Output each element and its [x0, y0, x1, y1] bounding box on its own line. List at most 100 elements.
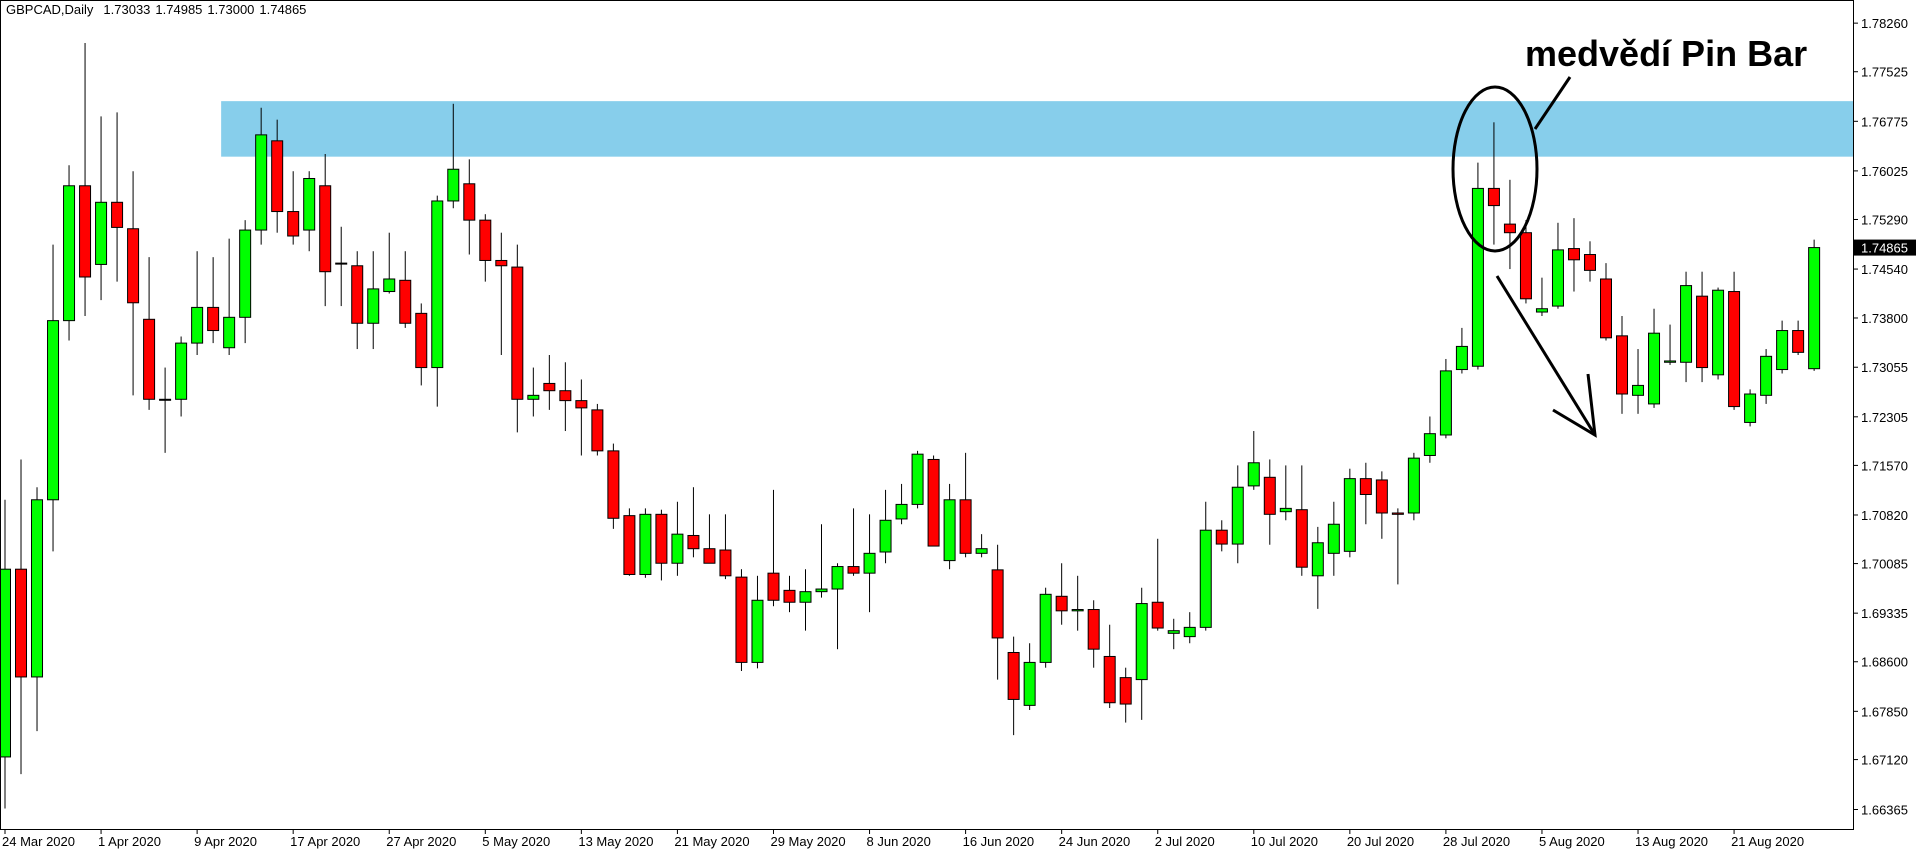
candle-body	[879, 519, 892, 553]
candle-body	[975, 548, 988, 554]
candle-body	[1728, 291, 1741, 408]
candle-body	[1696, 295, 1709, 369]
annotation: medvědí Pin Bar	[1525, 33, 1807, 74]
candle-body	[367, 288, 380, 324]
candle-body	[1119, 677, 1132, 705]
candle-body	[127, 228, 140, 304]
candle-body	[319, 185, 332, 273]
y-tick-label: 1.75290	[1861, 212, 1908, 227]
candle-body	[543, 382, 556, 392]
resistance-zone	[221, 101, 1853, 157]
candle-body	[63, 185, 76, 322]
candle-body	[1247, 462, 1260, 487]
trend-arrow	[1495, 275, 1597, 436]
candle-body	[1199, 529, 1212, 628]
x-tick-label: 28 Jul 2020	[1443, 834, 1510, 849]
trend-arrow-head	[1552, 373, 1597, 438]
y-tick-label: 1.76775	[1861, 114, 1908, 129]
symbol: GBPCAD,Daily	[6, 2, 94, 17]
candle-body	[95, 201, 108, 265]
candle-body	[863, 552, 876, 574]
candle-body	[1503, 223, 1516, 234]
candle-body	[1375, 479, 1388, 514]
last-price-tag	[1854, 239, 1916, 256]
header-open: 1.73033	[103, 2, 150, 17]
y-tick-label: 1.70085	[1861, 557, 1908, 572]
x-tick-label: 10 Jul 2020	[1251, 834, 1318, 849]
x-tick-label: 29 May 2020	[770, 834, 845, 849]
candle-body	[1295, 509, 1308, 568]
candle-body	[1231, 486, 1244, 545]
candle-body	[911, 453, 924, 505]
candle-body	[223, 316, 236, 349]
candle-body	[799, 591, 812, 603]
y-tick-label: 1.78260	[1861, 16, 1908, 31]
candle-body	[1616, 335, 1629, 395]
last-price-label: 1.74865	[1861, 241, 1908, 256]
candle-body	[79, 185, 92, 278]
candle-body	[895, 503, 908, 520]
candle-body	[735, 576, 748, 663]
candle-body	[383, 278, 396, 293]
x-tick-label: 17 Apr 2020	[290, 834, 360, 849]
candle-body	[511, 266, 524, 400]
annotation-pointer	[1533, 76, 1572, 130]
candle-body	[687, 534, 700, 550]
x-tick-label: 16 Jun 2020	[963, 834, 1035, 849]
candle-body	[399, 279, 412, 324]
x-tick-label: 21 Aug 2020	[1731, 834, 1804, 849]
header-low: 1.73000	[207, 2, 254, 17]
x-tick-label: 21 May 2020	[674, 834, 749, 849]
x-tick-label: 27 Apr 2020	[386, 834, 456, 849]
candle-body	[31, 499, 44, 678]
candle-body	[1744, 393, 1757, 423]
candle-body	[1343, 478, 1356, 552]
candle-body	[1519, 232, 1532, 300]
candle-body	[1407, 457, 1420, 514]
candle-body	[815, 588, 828, 593]
x-tick-label: 9 Apr 2020	[194, 834, 257, 849]
x-tick-label: 5 May 2020	[482, 834, 550, 849]
y-tick-label: 1.77525	[1861, 65, 1908, 80]
candle-body	[1808, 247, 1821, 370]
x-tick-label: 24 Jun 2020	[1059, 834, 1131, 849]
candle-body	[1103, 655, 1116, 704]
candle-body	[1680, 285, 1693, 363]
candle-body	[1535, 308, 1548, 313]
candle-body	[767, 572, 780, 601]
candle-body	[1487, 187, 1500, 207]
candle-body	[623, 515, 636, 575]
x-tick-label: 13 May 2020	[578, 834, 653, 849]
candle-body	[15, 568, 28, 678]
candle-body	[239, 229, 252, 318]
candle-body	[335, 262, 348, 265]
candle-body	[447, 168, 460, 202]
candle-body	[959, 499, 972, 554]
candle-body	[1087, 609, 1100, 650]
candle-body	[1167, 630, 1180, 634]
candle-body	[1551, 249, 1564, 307]
x-tick-label: 1 Apr 2020	[98, 834, 161, 849]
candle-body	[1792, 330, 1805, 353]
y-tick-label: 1.74540	[1861, 262, 1908, 277]
y-tick-label: 1.67850	[1861, 704, 1908, 719]
candle-body	[1055, 595, 1068, 612]
candle-body	[143, 318, 156, 400]
candle-body	[0, 568, 11, 758]
candle-body	[1023, 661, 1036, 706]
zone-layer	[221, 101, 1853, 157]
candle-body	[719, 549, 732, 577]
candle-body	[1712, 289, 1725, 376]
candle-body	[831, 566, 844, 590]
candle-body	[303, 177, 316, 231]
candle-body	[191, 306, 204, 344]
y-tick-label: 1.66365	[1861, 802, 1908, 817]
y-tick-label: 1.69335	[1861, 606, 1908, 621]
candle-body	[607, 450, 620, 519]
candle-body	[1583, 254, 1596, 271]
candle-body	[1471, 187, 1484, 367]
candle-body	[463, 183, 476, 221]
candle-body	[159, 398, 172, 401]
